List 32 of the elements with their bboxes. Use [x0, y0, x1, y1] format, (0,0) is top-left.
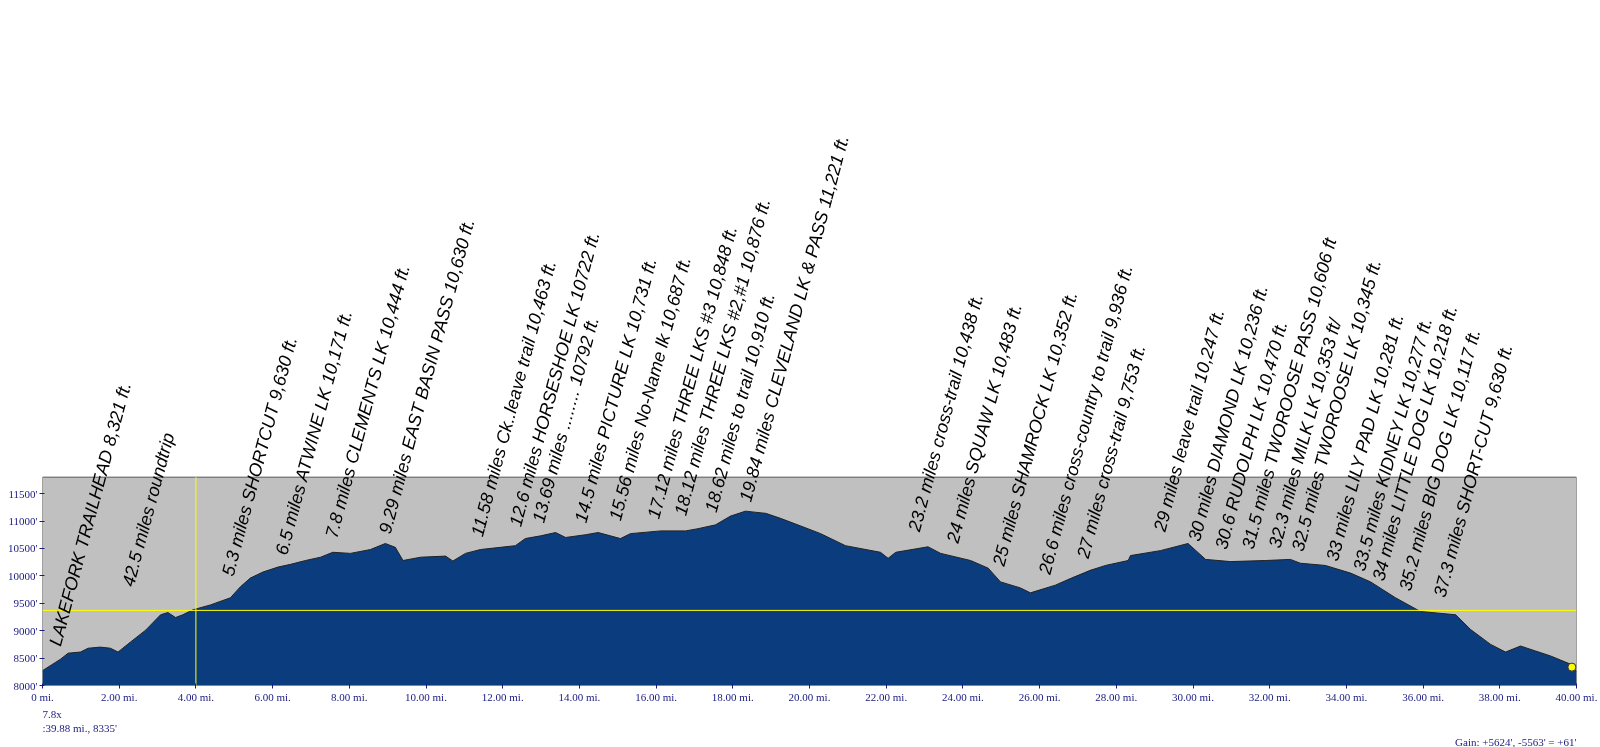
x-tick-label: 12.00 mi.	[481, 690, 524, 703]
x-tick-label: 28.00 mi.	[1095, 690, 1138, 703]
x-tick-label: 14.00 mi.	[558, 690, 601, 703]
x-tick-label: 10.00 mi.	[405, 690, 448, 703]
text: 7.8x	[42, 707, 63, 720]
y-tick-label: 11000'	[8, 515, 38, 528]
y-tick-label: 10000'	[8, 569, 38, 582]
x-tick-label: 36.00 mi.	[1402, 690, 1445, 703]
text: :39.88 mi., 8335'	[42, 721, 117, 734]
x-tick-label: 4.00 mi.	[177, 690, 215, 703]
y-tick-label: 9500'	[13, 597, 38, 610]
x-tick-label: 30.00 mi.	[1172, 690, 1215, 703]
x-tick-label: 0 mi.	[31, 690, 55, 703]
x-tick-label: 32.00 mi.	[1248, 690, 1291, 703]
x-tick-label: 8.00 mi.	[331, 690, 368, 703]
x-tick-label: 2.00 mi.	[101, 690, 138, 703]
x-tick-label: 40.00 mi.	[1555, 690, 1598, 703]
y-tick-label: 10500'	[8, 542, 38, 555]
x-tick-label: 22.00 mi.	[865, 690, 908, 703]
y-tick-label: 8500'	[13, 652, 38, 665]
x-tick-label: 24.00 mi.	[941, 690, 985, 703]
text: Gain: +5624', -5563' = +61'	[1455, 735, 1577, 747]
x-tick-label: 6.00 mi.	[254, 690, 292, 703]
x-tick-label: 20.00 mi.	[788, 690, 831, 703]
y-tick-label: 9000'	[13, 624, 38, 637]
x-tick-label: 16.00 mi.	[635, 690, 678, 703]
x-tick-label: 38.00 mi.	[1478, 690, 1521, 703]
y-tick-label: 8000'	[13, 679, 38, 692]
y-tick-label: 11500'	[8, 487, 38, 500]
x-tick-label: 26.00 mi.	[1018, 690, 1061, 703]
x-tick-label: 34.00 mi.	[1325, 690, 1368, 703]
x-tick-label: 18.00 mi.	[711, 690, 754, 703]
